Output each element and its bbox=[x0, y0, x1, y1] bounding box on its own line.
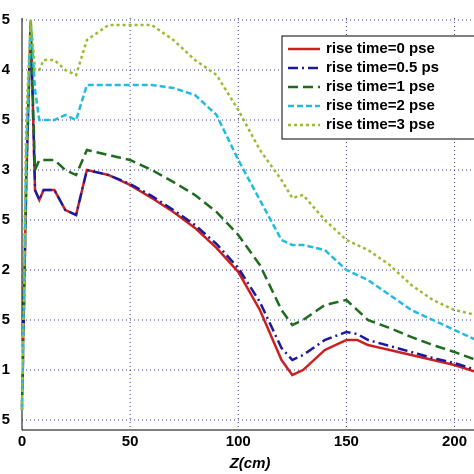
y-tick-label: 5 bbox=[2, 211, 10, 228]
x-tick-label: 50 bbox=[122, 433, 139, 450]
legend-label: rise time=0.5 ps bbox=[326, 59, 439, 76]
y-tick-label: 5 bbox=[2, 311, 10, 328]
legend-label: rise time=0 pse bbox=[326, 40, 435, 57]
x-tick-label: 200 bbox=[442, 433, 467, 450]
series-line bbox=[20, 19, 474, 411]
series-line bbox=[20, 19, 474, 411]
legend-label: rise time=1 pse bbox=[326, 78, 435, 95]
y-tick-label: 4 bbox=[2, 61, 11, 78]
series-line bbox=[20, 19, 474, 411]
x-tick-label: 100 bbox=[226, 433, 251, 450]
legend-label: rise time=3 pse bbox=[326, 116, 435, 133]
y-tick-label: 5 bbox=[2, 11, 10, 28]
legend-box bbox=[281, 35, 474, 140]
x-axis-label: Z(cm) bbox=[229, 455, 271, 472]
y-tick-label: 1 bbox=[2, 361, 10, 378]
series-line bbox=[20, 19, 474, 411]
y-tick-label: 2 bbox=[2, 261, 10, 278]
x-tick-label: 150 bbox=[334, 433, 359, 450]
x-tick-label: 0 bbox=[18, 433, 26, 450]
y-tick-label: 3 bbox=[2, 161, 10, 178]
y-tick-label: 5 bbox=[2, 111, 10, 128]
y-tick-label: 5 bbox=[2, 411, 10, 428]
legend-label: rise time=2 pse bbox=[326, 97, 435, 114]
